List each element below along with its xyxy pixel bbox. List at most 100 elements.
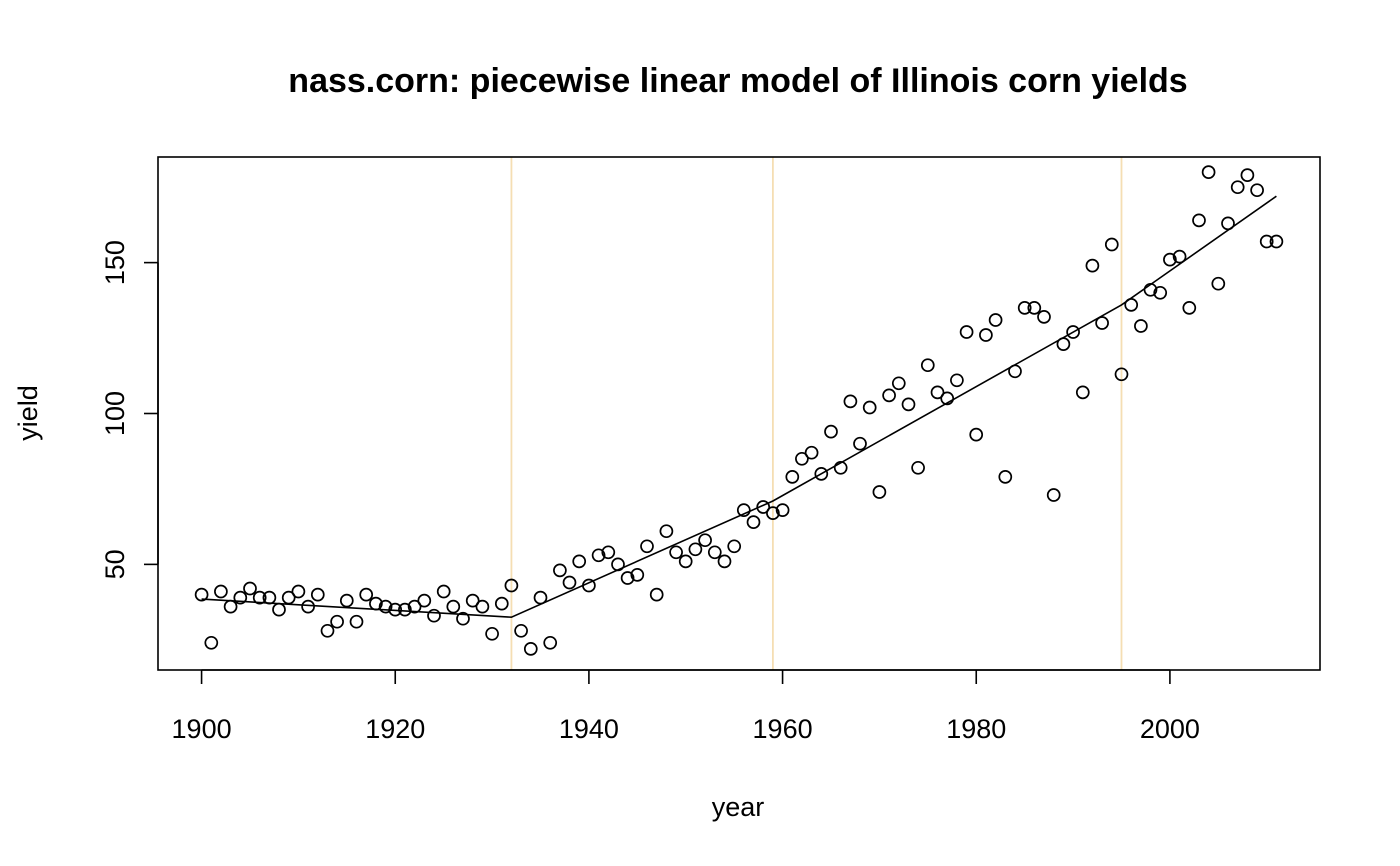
data-point bbox=[262, 590, 277, 605]
data-point bbox=[688, 542, 703, 557]
fit-line bbox=[201, 195, 1277, 619]
y-axis: 50 100 150 bbox=[100, 240, 159, 579]
data-point bbox=[407, 599, 422, 614]
data-point bbox=[349, 614, 364, 629]
data-point bbox=[1027, 301, 1042, 315]
data-point bbox=[911, 460, 925, 475]
x-tick-label: 1940 bbox=[559, 714, 619, 744]
data-point bbox=[1201, 165, 1216, 179]
data-point bbox=[901, 397, 916, 412]
data-point bbox=[1153, 285, 1168, 300]
data-point bbox=[824, 424, 838, 439]
data-point bbox=[766, 506, 780, 520]
data-point bbox=[707, 545, 722, 560]
data-point bbox=[485, 626, 499, 641]
data-point bbox=[417, 593, 432, 608]
data-point bbox=[950, 373, 964, 388]
data-point bbox=[775, 503, 790, 517]
y-tick-label: 100 bbox=[100, 391, 130, 436]
chart-title: nass.corn: piecewise linear model of Ill… bbox=[288, 62, 1187, 100]
data-point bbox=[1163, 252, 1177, 267]
data-point bbox=[756, 500, 771, 514]
data-point bbox=[814, 467, 829, 481]
data-point bbox=[601, 545, 616, 560]
data-point bbox=[1221, 216, 1235, 231]
y-axis-label: yield bbox=[13, 385, 43, 441]
data-point bbox=[1259, 234, 1274, 249]
breakpoint-lines bbox=[510, 157, 1123, 670]
data-point bbox=[1182, 301, 1197, 315]
data-point bbox=[223, 599, 238, 614]
data-point bbox=[281, 590, 296, 605]
data-point bbox=[543, 635, 558, 650]
data-point bbox=[591, 548, 606, 563]
data-point bbox=[388, 602, 403, 617]
data-point bbox=[1046, 488, 1061, 502]
data-point bbox=[214, 584, 228, 599]
data-point bbox=[988, 313, 1003, 327]
data-point bbox=[194, 587, 209, 602]
data-point bbox=[862, 400, 877, 415]
plot-frame bbox=[157, 156, 1321, 671]
data-point bbox=[1230, 180, 1245, 195]
data-point bbox=[804, 445, 819, 460]
data-point bbox=[611, 557, 625, 572]
data-point bbox=[291, 584, 306, 599]
data-point bbox=[649, 587, 664, 602]
data-point bbox=[523, 642, 538, 656]
data-point bbox=[378, 599, 393, 614]
data-point bbox=[843, 394, 858, 409]
data-point bbox=[736, 503, 751, 517]
data-point bbox=[1211, 276, 1226, 291]
data-point bbox=[252, 590, 267, 605]
data-point bbox=[1124, 298, 1139, 312]
y-tick-label: 50 bbox=[100, 549, 130, 579]
data-point bbox=[1085, 258, 1100, 273]
data-point bbox=[572, 554, 587, 569]
y-tick-label: 150 bbox=[100, 240, 130, 285]
x-tick-label: 1980 bbox=[946, 714, 1006, 744]
data-point bbox=[853, 436, 867, 451]
data-point bbox=[233, 590, 248, 605]
data-point bbox=[669, 545, 683, 560]
data-point bbox=[717, 554, 732, 569]
data-point bbox=[630, 568, 645, 582]
x-axis: 1900 1920 1940 1960 1980 2000 bbox=[172, 669, 1200, 744]
data-point bbox=[1240, 168, 1255, 182]
data-point bbox=[1056, 337, 1071, 351]
data-point bbox=[369, 596, 383, 611]
data-point bbox=[1143, 282, 1158, 297]
data-point bbox=[330, 614, 344, 629]
x-axis-label: year bbox=[712, 792, 765, 822]
data-point bbox=[465, 593, 480, 608]
data-point bbox=[272, 602, 286, 617]
data-point bbox=[640, 539, 654, 554]
data-point bbox=[553, 563, 567, 578]
data-point bbox=[678, 554, 693, 569]
data-point bbox=[998, 470, 1013, 484]
data-point bbox=[562, 575, 577, 590]
data-point bbox=[920, 358, 935, 373]
data-point bbox=[427, 608, 441, 623]
data-point bbox=[204, 635, 219, 650]
data-point bbox=[504, 578, 519, 593]
data-point bbox=[872, 485, 887, 499]
x-tick-label: 2000 bbox=[1140, 714, 1200, 744]
data-point bbox=[310, 587, 325, 602]
data-point bbox=[1114, 367, 1129, 382]
data-point bbox=[882, 388, 896, 403]
data-point bbox=[891, 376, 906, 391]
data-point bbox=[1250, 183, 1264, 198]
data-point bbox=[1008, 364, 1022, 379]
data-point bbox=[1172, 249, 1187, 264]
data-point bbox=[533, 590, 548, 605]
data-point bbox=[582, 578, 596, 593]
data-point bbox=[1134, 319, 1148, 333]
data-point bbox=[475, 599, 490, 614]
data-point bbox=[339, 593, 354, 608]
x-tick-label: 1920 bbox=[365, 714, 425, 744]
data-point bbox=[698, 533, 712, 548]
data-point bbox=[1017, 301, 1032, 315]
data-point bbox=[1095, 316, 1109, 330]
